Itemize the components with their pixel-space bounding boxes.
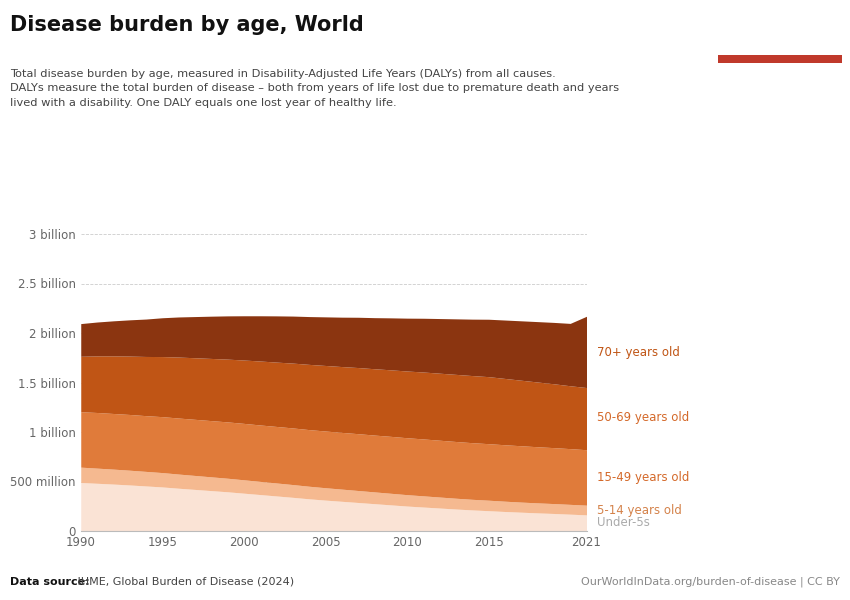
Text: OurWorldInData.org/burden-of-disease | CC BY: OurWorldInData.org/burden-of-disease | C…: [581, 576, 840, 587]
Text: Our World: Our World: [748, 20, 812, 30]
Text: 70+ years old: 70+ years old: [597, 346, 679, 359]
Text: 50-69 years old: 50-69 years old: [597, 410, 689, 424]
Bar: [718, 55, 842, 63]
Text: Total disease burden by age, measured in Disability-Adjusted Life Years (DALYs) : Total disease burden by age, measured in…: [10, 69, 620, 108]
Text: Disease burden by age, World: Disease burden by age, World: [10, 15, 364, 35]
Text: Under-5s: Under-5s: [597, 517, 649, 529]
Text: 5-14 years old: 5-14 years old: [597, 503, 682, 517]
Text: 15-49 years old: 15-49 years old: [597, 471, 689, 484]
Text: IHME, Global Burden of Disease (2024): IHME, Global Burden of Disease (2024): [74, 577, 294, 587]
Text: in Data: in Data: [757, 35, 802, 45]
Text: Data source:: Data source:: [10, 577, 90, 587]
